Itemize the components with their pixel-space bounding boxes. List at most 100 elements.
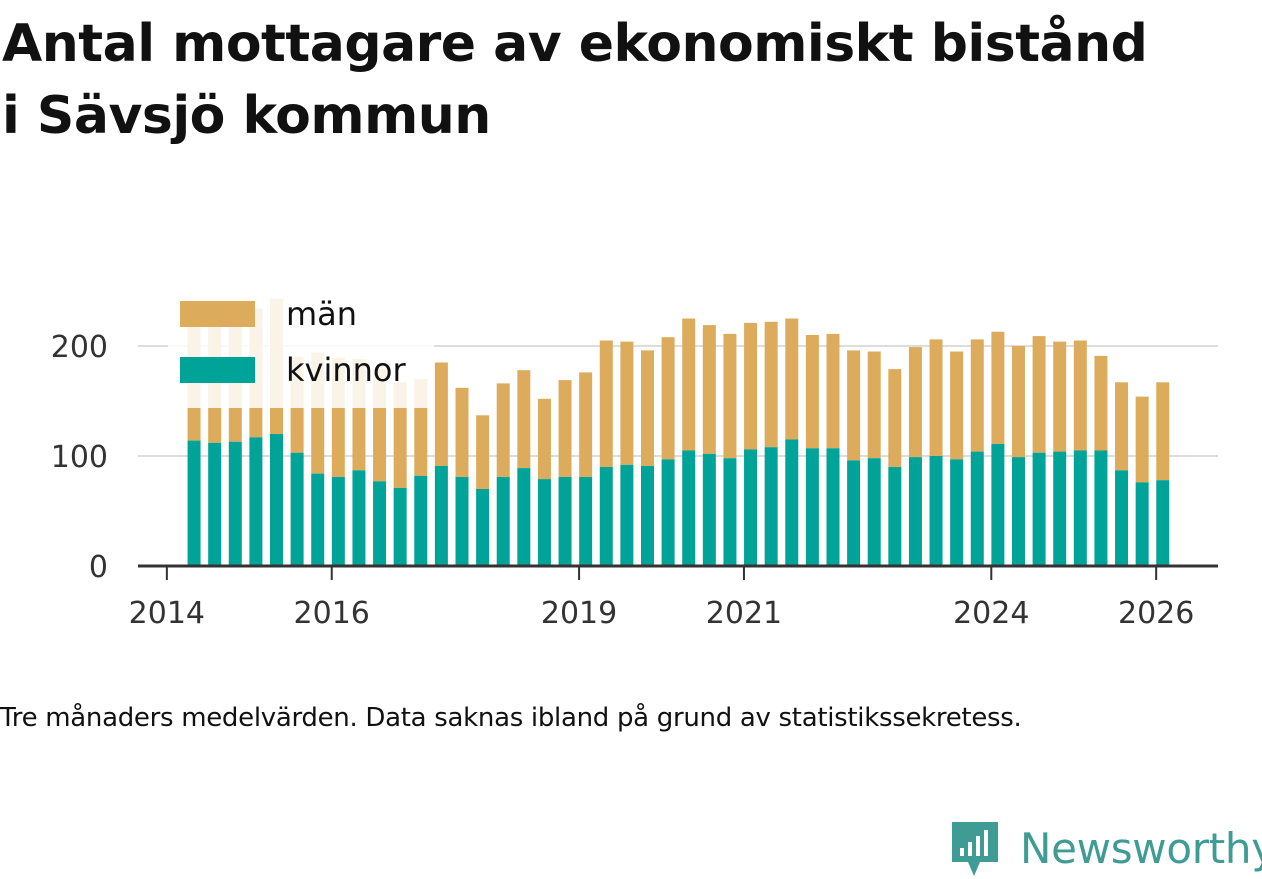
stacked-bar-chart: 0 100 200 2014 2016 2019 2021 2024 2026 män kvinn… <box>50 287 1218 631</box>
newsworthy-logo-icon <box>952 822 998 876</box>
x-tick-label: 2016 <box>294 596 370 631</box>
bar-women <box>1053 451 1067 566</box>
bar-women <box>1156 480 1170 566</box>
bar-women <box>311 473 325 566</box>
bar-women <box>187 440 201 566</box>
bar-women <box>744 449 758 566</box>
bar-men <box>867 351 881 459</box>
bar-men <box>537 398 551 480</box>
bar-men <box>723 333 737 459</box>
bar-men <box>929 339 943 456</box>
bar-women <box>970 451 984 566</box>
bar-men <box>579 372 593 477</box>
bar-men <box>785 318 799 440</box>
bar-women <box>1094 450 1108 566</box>
bar-women <box>867 458 881 566</box>
bar-women <box>1135 482 1149 566</box>
bar-women <box>599 467 613 566</box>
bar-women <box>805 448 819 566</box>
chart-caption: Tre månaders medelvärden. Data saknas ib… <box>0 703 1022 733</box>
bar-women <box>785 439 799 566</box>
bar-women <box>929 456 943 566</box>
legend: män kvinnor <box>168 287 434 408</box>
bar-men <box>1135 396 1149 483</box>
bar-men <box>950 351 964 460</box>
bar-women <box>208 442 222 566</box>
x-tick-label: 2021 <box>706 596 782 631</box>
brand: Newsworthy <box>950 818 1262 878</box>
bar-men <box>702 325 716 454</box>
y-tick-label: 200 <box>51 330 108 365</box>
bar-men <box>1053 341 1067 452</box>
bar-men <box>434 362 448 466</box>
bar-men <box>1011 346 1025 458</box>
bar-women <box>414 475 428 566</box>
bar-women <box>537 479 551 566</box>
bar-women <box>393 487 407 566</box>
bar-men <box>455 387 469 477</box>
bar-men <box>517 370 531 469</box>
bar-women <box>290 452 304 566</box>
bar-men <box>682 318 696 451</box>
bar-women <box>352 470 366 566</box>
bar-men <box>558 380 572 477</box>
bar-men <box>1032 336 1046 453</box>
legend-item-women-label: kvinnor <box>286 351 407 389</box>
bar-men <box>661 337 675 460</box>
brand-name: Newsworthy <box>1020 823 1262 873</box>
bar-women <box>331 476 345 566</box>
bar-women <box>1032 452 1046 566</box>
bar-women <box>476 489 490 566</box>
bar-men <box>826 333 840 449</box>
x-tick-label: 2024 <box>953 596 1029 631</box>
bar-women <box>579 476 593 566</box>
bar-women <box>434 465 448 566</box>
bar-women <box>455 476 469 566</box>
legend-item-men-swatch <box>180 301 255 327</box>
y-tick-label: 100 <box>51 440 108 475</box>
bar-women <box>517 468 531 566</box>
bar-women <box>908 457 922 566</box>
bar-women <box>826 448 840 566</box>
bar-men <box>393 382 407 488</box>
bar-women <box>640 465 654 566</box>
legend-item-men-label: män <box>286 295 357 333</box>
bar-men <box>1073 340 1087 451</box>
x-tick-label: 2014 <box>129 596 205 631</box>
bar-men <box>744 322 758 450</box>
page-title: Antal mottagare av ekonomiskt bistånd i … <box>2 8 1257 152</box>
bar-women <box>682 450 696 566</box>
bar-women <box>373 481 387 566</box>
bar-women <box>991 443 1005 566</box>
bar-men <box>805 335 819 449</box>
bar-men <box>599 340 613 467</box>
bar-women <box>558 476 572 566</box>
bar-men <box>476 415 490 489</box>
y-tick-label: 0 <box>89 550 108 585</box>
title-line-1: Antal mottagare av ekonomiskt bistånd <box>2 14 1148 74</box>
bar-women <box>249 437 263 566</box>
bar-men <box>847 350 861 461</box>
bar-women <box>661 459 675 566</box>
bar-men <box>908 347 922 458</box>
bar-women <box>1073 450 1087 566</box>
x-tick-label: 2019 <box>541 596 617 631</box>
bar-women <box>764 447 778 566</box>
bar-women <box>270 434 284 566</box>
title-line-2: i Sävsjö kommun <box>2 86 491 146</box>
bar-women <box>888 467 902 566</box>
bar-men <box>1156 382 1170 481</box>
bar-women <box>228 441 242 566</box>
axes: 0 100 200 2014 2016 2019 2021 2024 2026 <box>51 330 1218 631</box>
bar-women <box>723 458 737 566</box>
bar-men <box>991 331 1005 444</box>
bar-men <box>970 339 984 452</box>
bar-women <box>702 453 716 566</box>
bar-women <box>620 464 634 566</box>
bar-men <box>620 341 634 465</box>
bar-women <box>950 459 964 566</box>
legend-item-women-swatch <box>180 357 255 383</box>
bar-men <box>640 350 654 466</box>
bar-men <box>888 369 902 467</box>
bar-men <box>1115 382 1129 471</box>
